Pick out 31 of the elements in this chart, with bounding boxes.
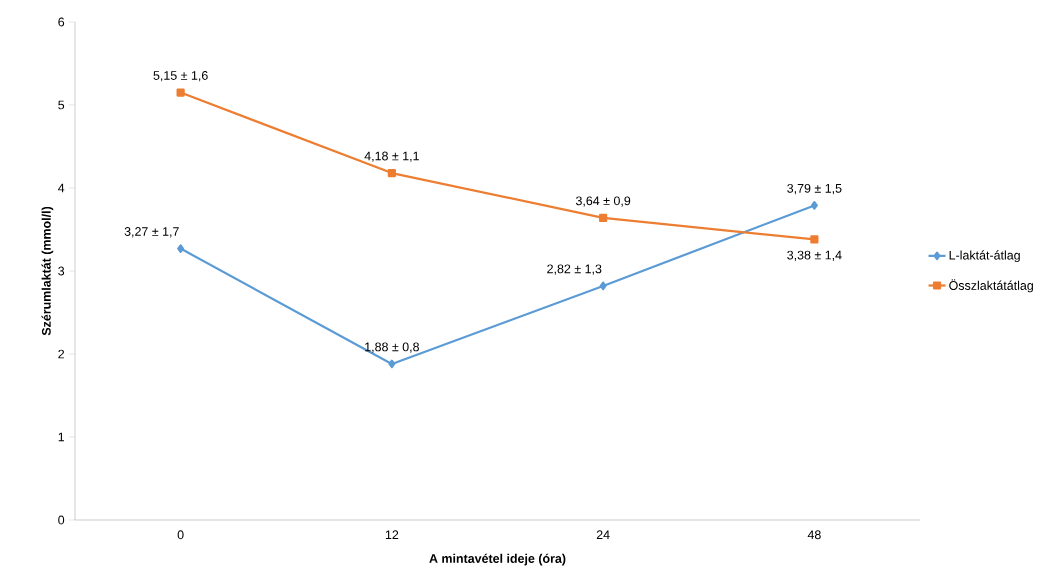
data-label: 5,15 ± 1,6	[153, 71, 208, 82]
y-axis-title: Szérumlaktát (mmol/l)	[41, 206, 54, 336]
y-tick-label: 2	[58, 349, 65, 359]
data-label: 3,27 ± 1,7	[124, 227, 179, 238]
data-label: 2,82 ± 1,3	[547, 264, 602, 275]
point	[177, 244, 185, 253]
y-tick-label: 5	[58, 100, 65, 110]
point	[176, 88, 185, 97]
point	[387, 168, 396, 178]
point	[810, 201, 818, 210]
point	[599, 213, 608, 222]
y-tick-label: 1	[58, 432, 65, 442]
legend-label: Összlaktátátlag	[949, 279, 1033, 293]
y-tick-label: 0	[58, 515, 65, 525]
data-label: 3,64 ± 0,9	[575, 196, 631, 207]
data-label: 1,88 ± 0,8	[365, 342, 419, 353]
data-label: 4,18 ± 1,1	[364, 151, 419, 162]
y-tick-label: 6	[58, 17, 65, 27]
x-tick-label: 24	[596, 530, 610, 540]
point	[599, 281, 607, 291]
legend-label: L-laktát-átlag	[949, 250, 1020, 263]
x-tick-label: 0	[177, 530, 184, 540]
point	[388, 359, 396, 369]
y-tick-label: 4	[58, 183, 65, 193]
y-tick-label: 3	[58, 266, 65, 276]
data-label: 3,38 ± 1,4	[787, 250, 842, 261]
x-axis-title: A mintavétel ideje (óra)	[429, 553, 566, 566]
x-tick-label: 48	[807, 530, 821, 540]
x-tick-label: 12	[385, 530, 399, 540]
data-label: 3,79 ± 1,5	[787, 183, 842, 195]
point	[810, 235, 819, 244]
